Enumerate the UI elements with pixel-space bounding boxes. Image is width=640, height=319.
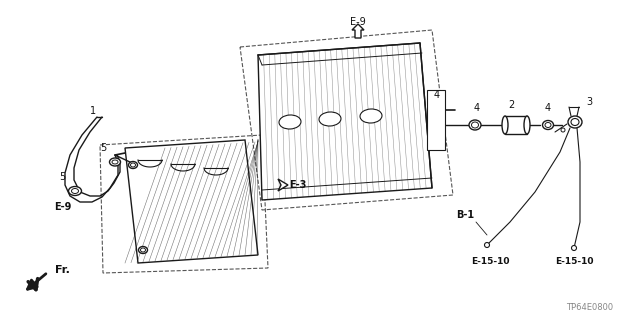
Ellipse shape xyxy=(524,116,530,134)
Ellipse shape xyxy=(469,120,481,130)
Ellipse shape xyxy=(360,109,382,123)
Ellipse shape xyxy=(568,116,582,128)
Text: E-15-10: E-15-10 xyxy=(555,257,593,266)
Polygon shape xyxy=(258,43,432,200)
Text: TP64E0800: TP64E0800 xyxy=(566,303,614,313)
Ellipse shape xyxy=(502,116,508,134)
Text: 5: 5 xyxy=(100,143,106,153)
Text: Fr.: Fr. xyxy=(55,265,70,275)
Text: E-9: E-9 xyxy=(350,17,366,27)
Ellipse shape xyxy=(571,118,579,125)
Text: 2: 2 xyxy=(508,100,514,110)
Text: 3: 3 xyxy=(586,97,592,107)
Text: 4: 4 xyxy=(545,103,551,113)
Ellipse shape xyxy=(543,121,554,130)
Bar xyxy=(427,90,445,150)
Text: B-1: B-1 xyxy=(456,210,474,220)
Bar xyxy=(505,116,527,134)
Polygon shape xyxy=(278,179,288,191)
Text: 4: 4 xyxy=(474,103,480,113)
Polygon shape xyxy=(352,24,364,38)
Ellipse shape xyxy=(131,163,136,167)
Polygon shape xyxy=(125,140,258,263)
Ellipse shape xyxy=(138,247,147,254)
Text: E-3: E-3 xyxy=(289,180,307,190)
Ellipse shape xyxy=(561,128,565,132)
Text: E-9: E-9 xyxy=(54,202,72,212)
Text: 1: 1 xyxy=(90,106,96,116)
Ellipse shape xyxy=(545,122,551,128)
Text: 4: 4 xyxy=(434,90,440,100)
Ellipse shape xyxy=(72,189,79,194)
Ellipse shape xyxy=(129,161,138,168)
Ellipse shape xyxy=(112,160,118,164)
Text: E-15-10: E-15-10 xyxy=(471,257,509,266)
Ellipse shape xyxy=(109,158,120,166)
Ellipse shape xyxy=(319,112,341,126)
Ellipse shape xyxy=(141,248,145,252)
Ellipse shape xyxy=(484,242,490,248)
Ellipse shape xyxy=(279,115,301,129)
Ellipse shape xyxy=(572,246,577,250)
Ellipse shape xyxy=(472,122,479,128)
Ellipse shape xyxy=(68,187,81,196)
Text: 5: 5 xyxy=(59,172,65,182)
